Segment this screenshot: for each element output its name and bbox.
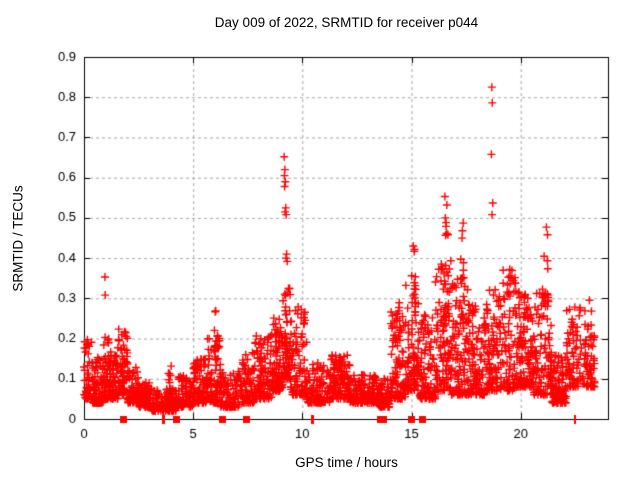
y-axis-label: SRMTID / TECUs xyxy=(10,185,26,292)
chart-title: Day 009 of 2022, SRMTID for receiver p04… xyxy=(214,15,479,30)
x-axis-label: GPS time / hours xyxy=(295,455,398,470)
